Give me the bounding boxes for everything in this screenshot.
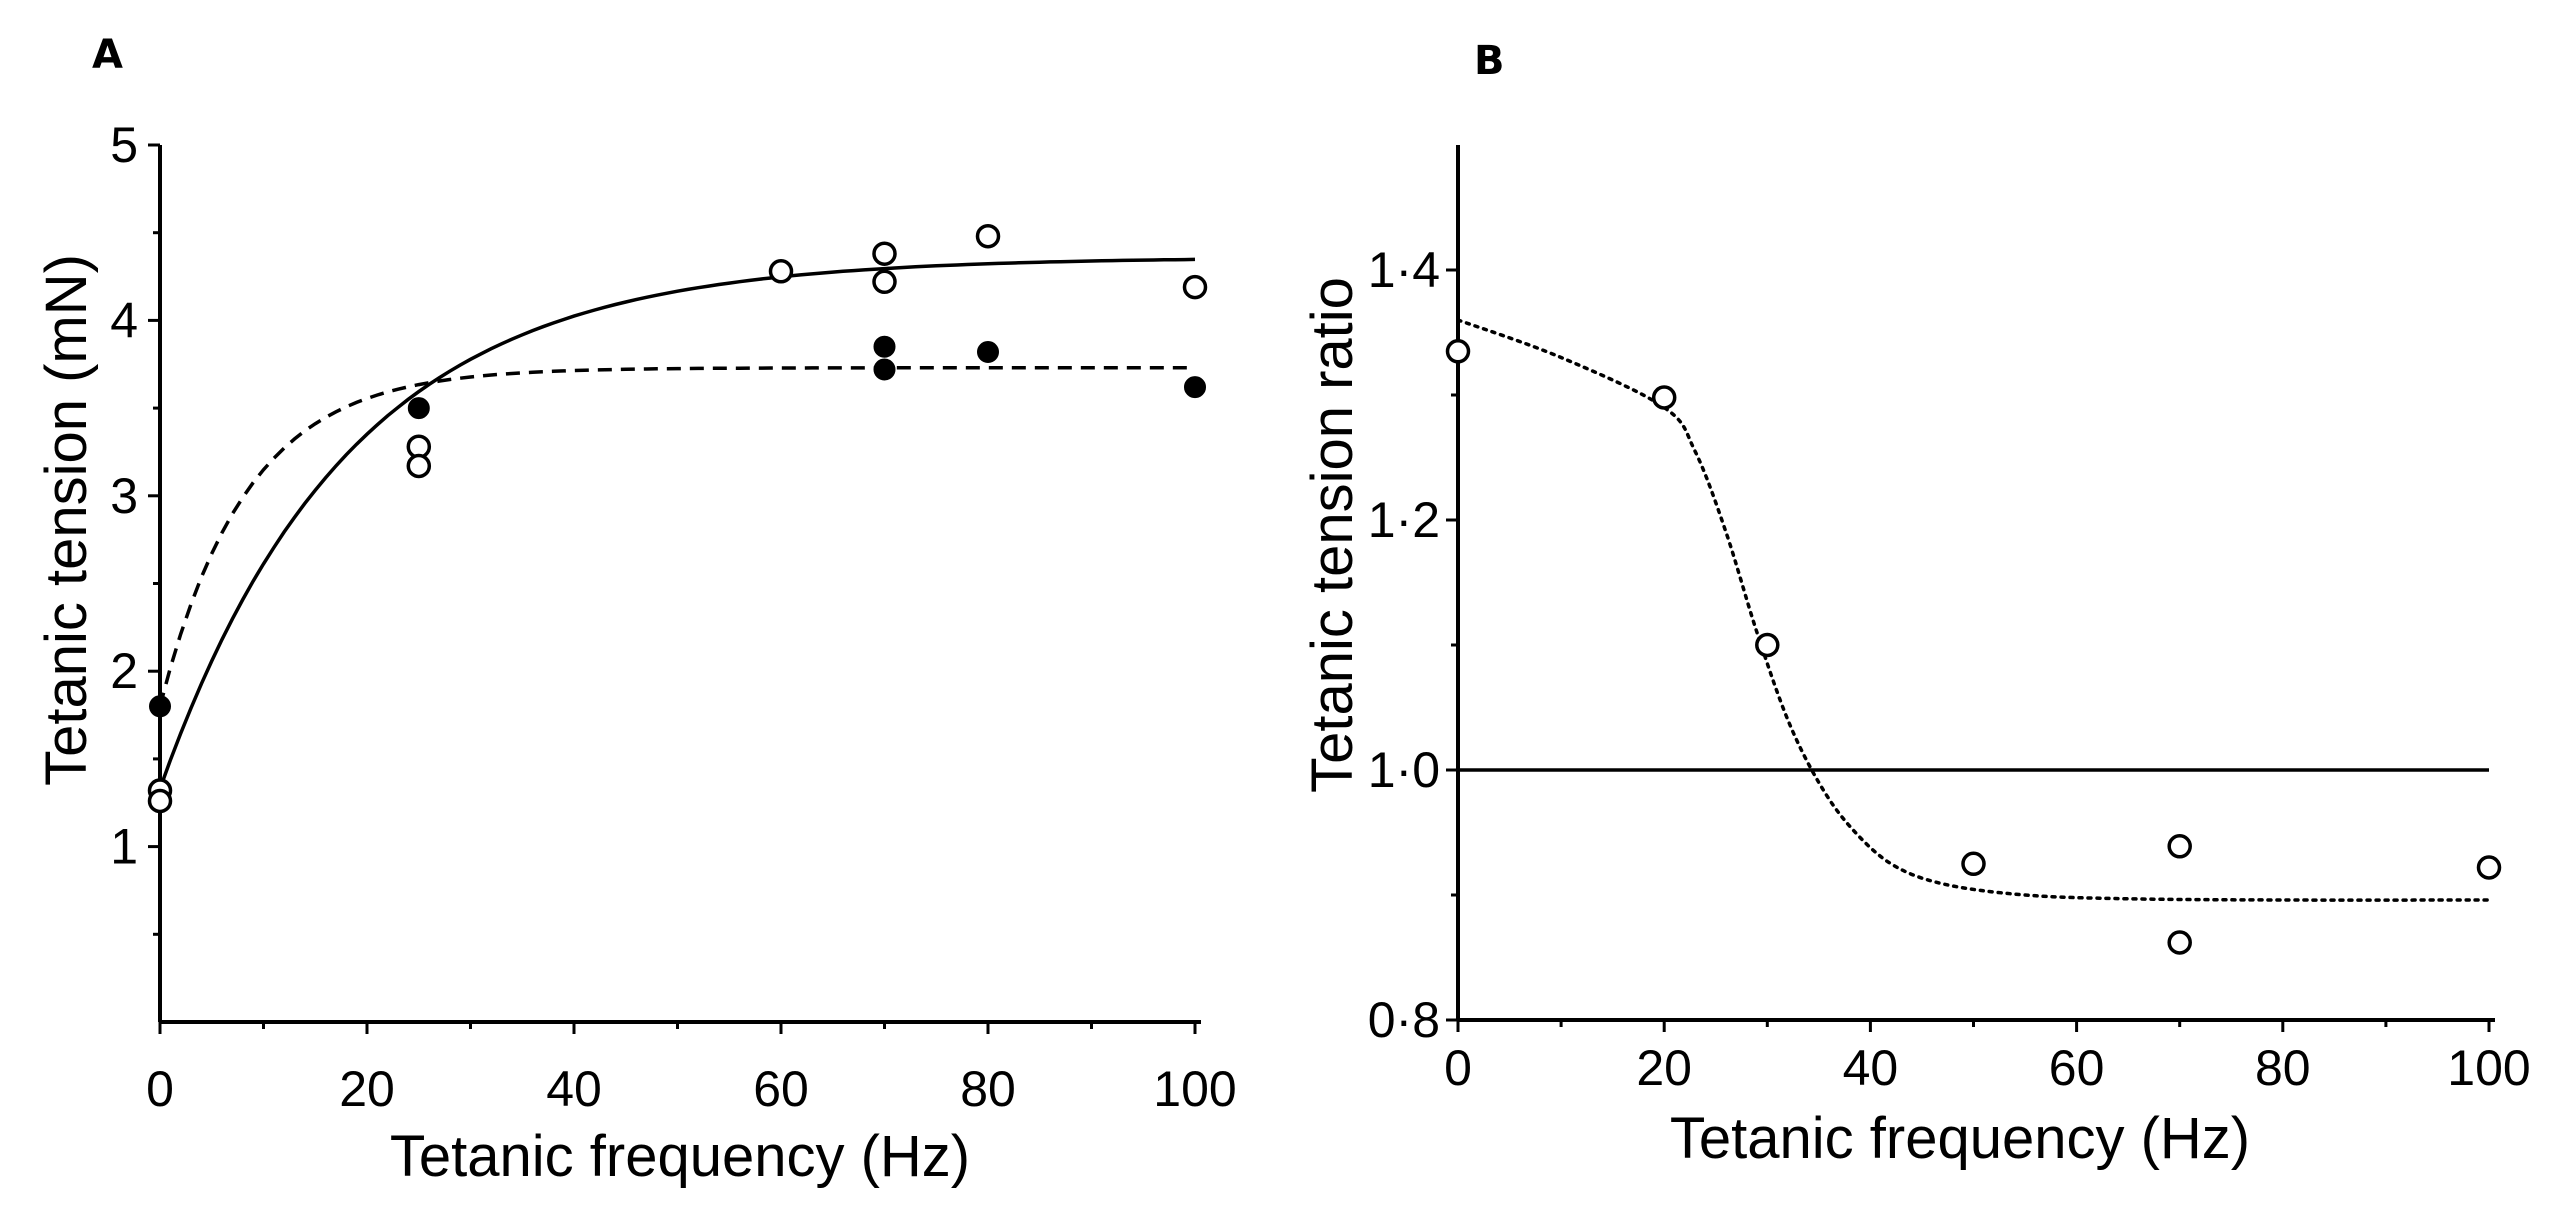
panel-b-data-point-open — [1961, 851, 1986, 877]
panel-a-x-axis-label: Tetanic frequency (Hz) — [390, 1124, 970, 1189]
panel-a-y-tick-label: 4 — [110, 292, 138, 348]
panel-a-x-tick-label: 80 — [960, 1061, 1016, 1117]
panel-b-y-tick-label: 0·8 — [1368, 992, 1440, 1048]
panel-a-data-point-filled — [407, 397, 430, 420]
panel-a-fit-curve-solid — [158, 257, 1196, 790]
panel-a-data-point-open — [768, 259, 794, 284]
panel-a-y-tick-label: 5 — [110, 117, 138, 173]
panel-a-data-point-filled — [1184, 376, 1206, 399]
panel-a-data-point-open — [406, 453, 432, 479]
panel-b-data-point-open — [1651, 385, 1677, 410]
panel-b-y-tick-label: 1·2 — [1368, 492, 1440, 548]
panel-a-x-tick-label: 60 — [753, 1061, 809, 1117]
panel-a-x-tick-label: 100 — [1153, 1061, 1236, 1117]
panel-a-y-tick-label: 3 — [110, 468, 138, 524]
panel-a-data-point-filled — [977, 341, 999, 363]
panel-b-y-tick-label: 1·4 — [1368, 242, 1440, 298]
panel-letter-a: A — [92, 32, 123, 78]
panel-a-data-point-open — [872, 269, 897, 295]
panel-b-y-tick-label: 1·0 — [1368, 742, 1440, 798]
panel-a-y-tick-label: 2 — [110, 643, 138, 699]
panel-a-data-point-open — [1182, 274, 1208, 300]
panel-b-x-axis-label: Tetanic frequency (Hz) — [1670, 1106, 2250, 1171]
panel-a-data-point-filled — [149, 695, 171, 718]
panel-b-data-point-open — [1445, 339, 1471, 364]
panel-a-x-tick-label: 20 — [339, 1061, 395, 1117]
panel-b-fit-curve-dotted — [1456, 318, 2491, 902]
panel-a-data-point-filled — [873, 358, 896, 381]
panel-b-chart: 0 20 40 60 80 100 0·8 1·0 1·2 1·4 — [1368, 145, 2531, 1096]
panel-b-data-point-open — [1755, 632, 1780, 658]
panel-a-fit-curve-dashed — [158, 366, 1195, 707]
panel-a-data-point-open — [975, 223, 1001, 249]
panel-b-y-axis-label: Tetanic tension ratio — [1300, 277, 1365, 793]
panel-b-x-tick-label: 80 — [2255, 1040, 2311, 1096]
panel-a-x-tick-label: 0 — [146, 1061, 174, 1117]
panel-a-y-tick-label: 1 — [110, 819, 138, 875]
panel-b-x-tick-label: 20 — [1636, 1040, 1692, 1096]
panel-b-x-tick-label: 40 — [1843, 1040, 1899, 1096]
panel-b-data-point-open — [2167, 930, 2192, 955]
panel-b-x-tick-label: 60 — [2049, 1040, 2105, 1096]
panel-letter-b: B — [1474, 38, 1505, 84]
panel-a-data-point-open — [872, 241, 897, 266]
panel-b-data-point-open — [2167, 834, 2192, 859]
panel-a-data-point-filled — [873, 335, 896, 358]
panel-a-chart: 0 20 40 60 80 100 1 2 3 4 5 — [110, 117, 1237, 1117]
panel-a-data-point-open — [147, 788, 173, 814]
panel-b-x-tick-label: 0 — [1444, 1040, 1472, 1096]
panel-b-x-tick-label: 100 — [2447, 1040, 2530, 1096]
panel-a-y-axis-label: Tetanic tension (mN) — [34, 254, 99, 786]
panel-b-data-point-open — [2476, 855, 2502, 880]
panel-a-x-tick-label: 40 — [546, 1061, 602, 1117]
